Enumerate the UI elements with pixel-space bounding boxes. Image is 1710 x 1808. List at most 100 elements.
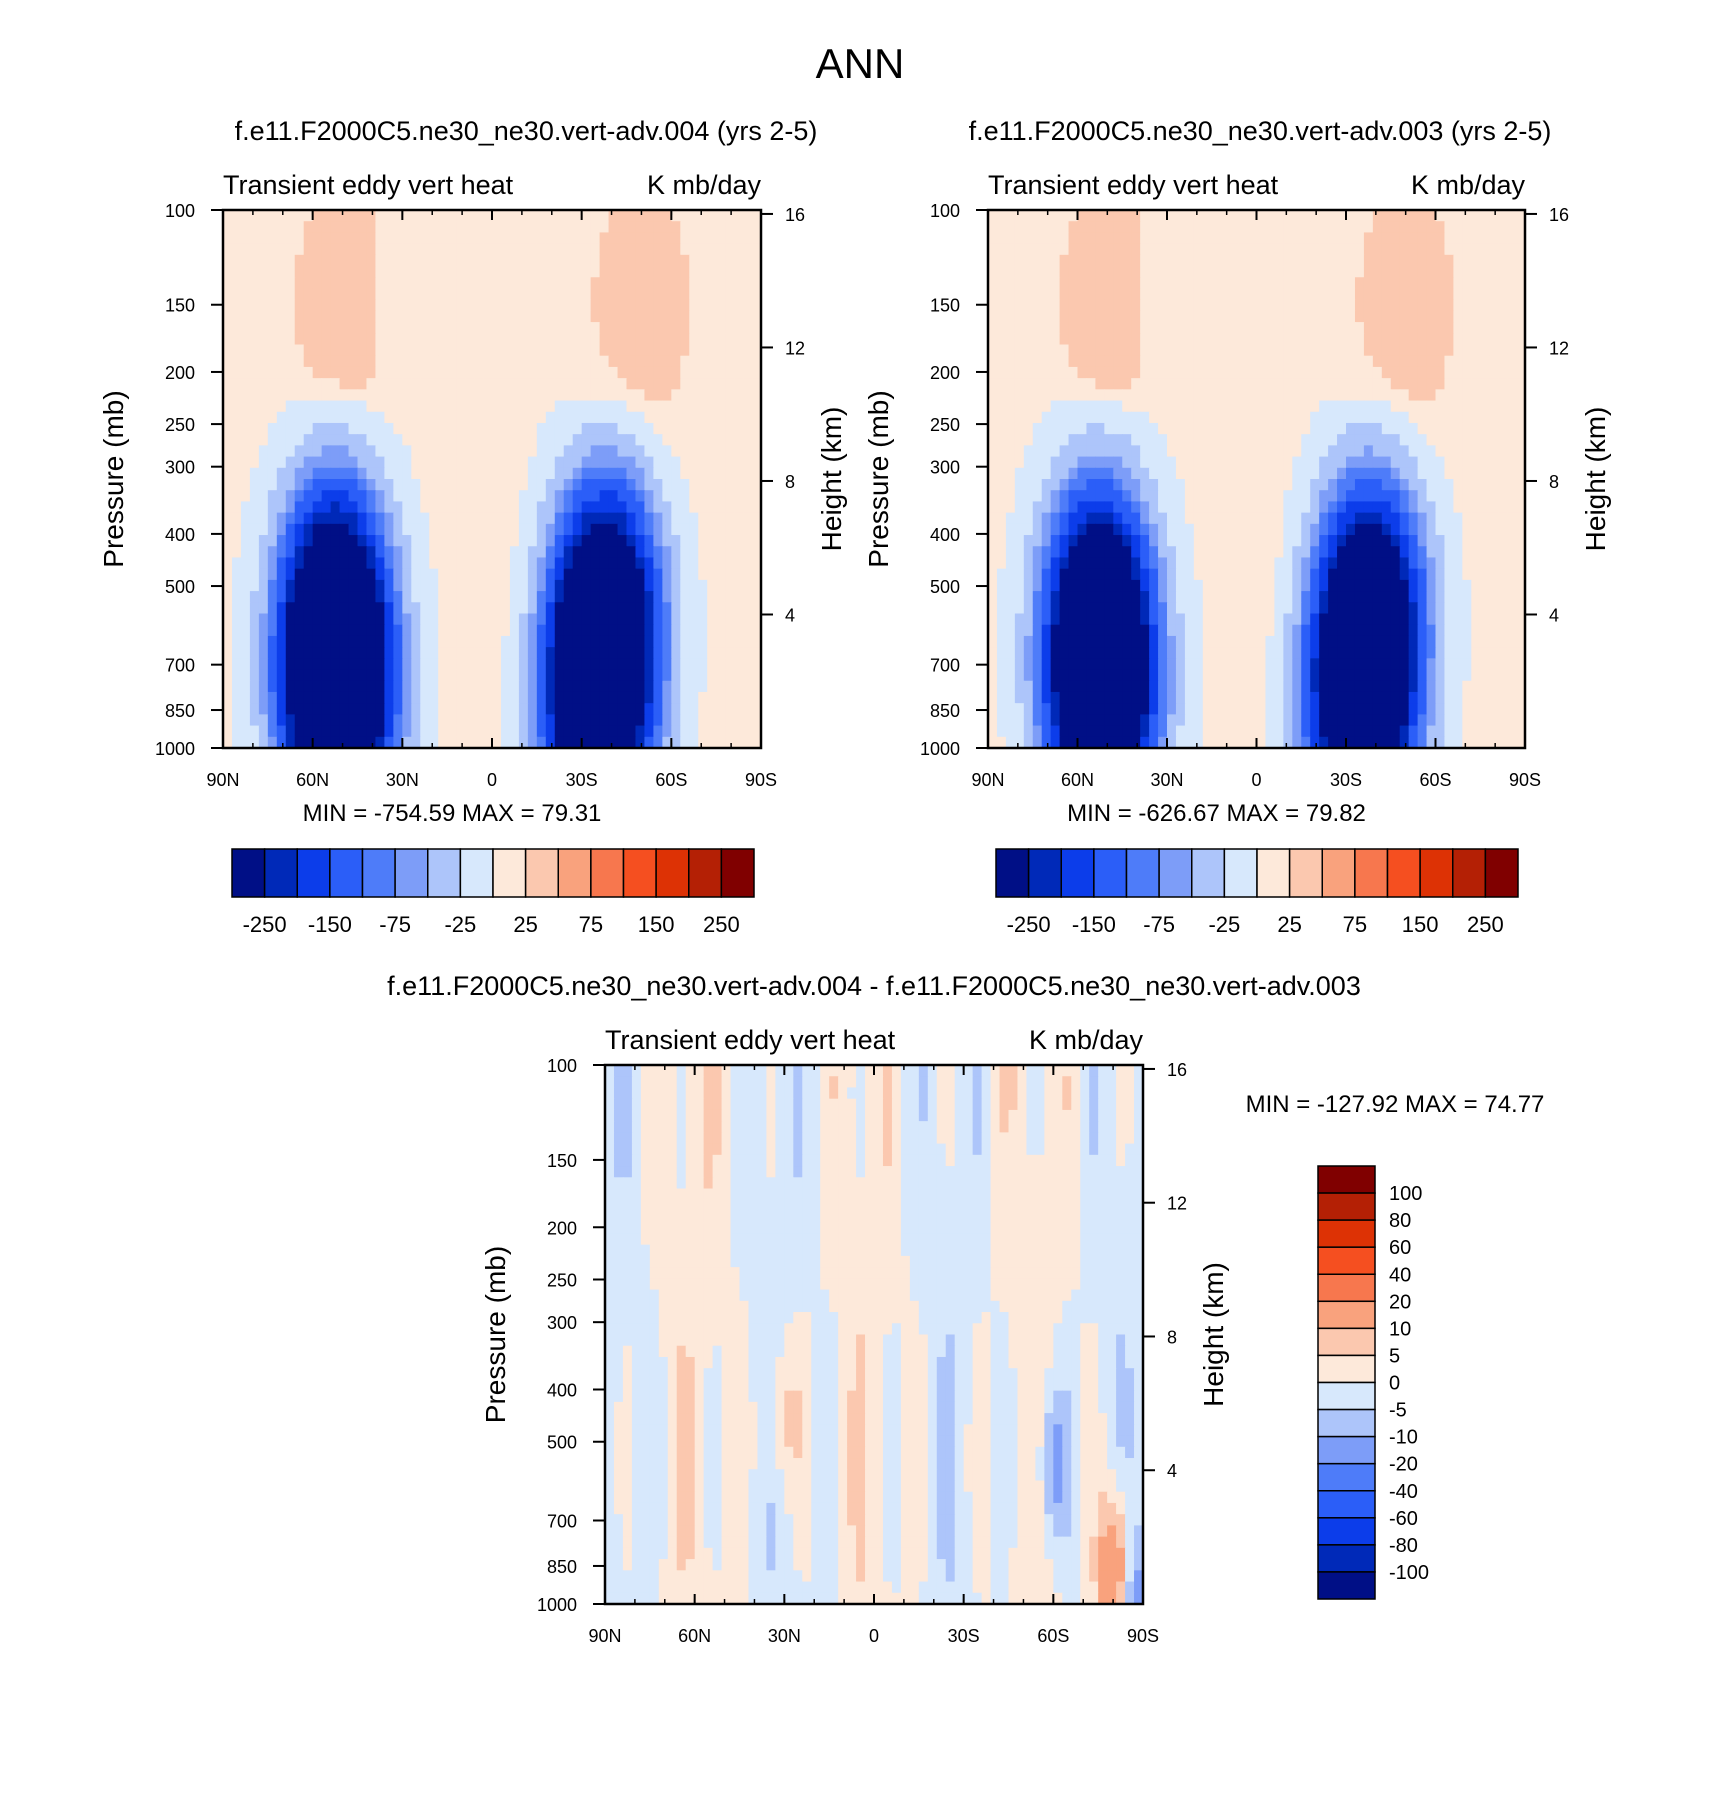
heatmap-cell xyxy=(662,344,672,357)
heatmap-cell xyxy=(1238,210,1249,222)
heatmap-cell xyxy=(223,445,233,458)
heatmap-cell xyxy=(492,602,502,615)
heatmap-cell xyxy=(1131,389,1141,402)
heatmap-cell xyxy=(276,725,287,738)
heatmap-cell xyxy=(375,613,385,626)
heatmap-cell xyxy=(644,613,654,626)
heatmap-cell xyxy=(438,568,448,581)
heatmap-cell xyxy=(734,579,744,592)
heatmap-cell xyxy=(438,299,448,312)
heatmap-cell xyxy=(321,355,332,368)
heatmap-cell xyxy=(518,322,529,334)
heatmap-cell xyxy=(1283,535,1293,547)
heatmap-cell xyxy=(312,691,323,704)
heatmap-cell xyxy=(1077,467,1088,480)
heatmap-cell xyxy=(626,680,637,693)
heatmap-cell xyxy=(626,624,637,637)
heatmap-cell xyxy=(294,422,305,435)
heatmap-cell xyxy=(1399,333,1410,346)
heatmap-cell xyxy=(1319,389,1329,402)
heatmap-cell xyxy=(509,389,520,402)
heatmap-cell xyxy=(617,703,628,715)
heatmap-cell xyxy=(725,568,735,581)
heatmap-cell xyxy=(348,669,359,682)
heatmap-cell xyxy=(734,714,744,727)
heatmap-cell xyxy=(527,445,538,458)
heatmap-cell xyxy=(384,422,394,435)
heatmap-cell xyxy=(1193,288,1204,301)
heatmap-cell xyxy=(420,680,430,693)
heatmap-cell xyxy=(554,467,565,480)
heatmap-cell xyxy=(536,366,547,379)
heatmap-cell xyxy=(1113,523,1123,536)
heatmap-cell xyxy=(1265,299,1275,312)
heatmap-cell xyxy=(303,490,314,503)
heatmap-cell xyxy=(1202,277,1213,290)
heatmap-cell xyxy=(1408,501,1419,514)
heatmap-cell xyxy=(1140,389,1150,402)
heatmap-cell xyxy=(1211,243,1222,256)
heatmap-cell xyxy=(590,591,601,603)
heatmap-cell xyxy=(285,411,296,424)
heatmap-cell xyxy=(1113,400,1123,413)
heatmap-cell xyxy=(1014,210,1025,222)
heatmap-cell xyxy=(1122,512,1132,525)
heatmap-cell xyxy=(1390,378,1401,390)
heatmap-cell xyxy=(1498,434,1508,446)
heatmap-cell xyxy=(635,221,646,234)
heatmap-cell xyxy=(1516,523,1526,536)
heatmap-cell xyxy=(662,680,672,693)
heatmap-cell xyxy=(483,210,493,222)
heatmap-cell xyxy=(590,579,601,592)
heatmap-cell xyxy=(581,591,592,603)
heatmap-cell xyxy=(1202,366,1213,379)
heatmap-cell xyxy=(330,411,341,424)
heatmap-cell xyxy=(644,456,654,469)
heatmap-cell xyxy=(285,669,296,682)
heatmap-cell xyxy=(1319,479,1329,491)
heatmap-cell xyxy=(599,703,610,715)
heatmap-cell xyxy=(996,310,1007,323)
heatmap-cell xyxy=(996,501,1007,514)
heatmap-cell xyxy=(1408,366,1419,379)
heatmap-cell xyxy=(456,434,466,446)
heatmap-cell xyxy=(474,568,484,581)
heatmap-cell xyxy=(1381,322,1392,334)
heatmap-cell xyxy=(420,243,430,256)
heatmap-cell xyxy=(1211,355,1222,368)
heatmap-cell xyxy=(662,445,672,458)
heatmap-cell xyxy=(581,266,592,278)
heatmap-cell xyxy=(1292,557,1302,570)
heatmap-cell xyxy=(671,411,681,424)
heatmap-cell xyxy=(393,703,403,715)
heatmap-cell xyxy=(1149,456,1159,469)
heatmap-cell xyxy=(420,490,430,503)
heatmap-cell xyxy=(689,613,699,626)
heatmap-cell xyxy=(689,579,699,592)
heatmap-cell xyxy=(474,310,484,323)
heatmap-cell xyxy=(509,288,520,301)
heatmap-cell xyxy=(303,703,314,715)
heatmap-cell xyxy=(438,422,448,435)
heatmap-cell xyxy=(698,333,708,346)
heatmap-cell xyxy=(267,725,278,738)
heatmap-cell xyxy=(698,624,708,637)
heatmap-cell xyxy=(492,389,502,402)
heatmap-cell xyxy=(1319,557,1329,570)
heatmap-cell xyxy=(1050,467,1061,480)
heatmap-cell xyxy=(698,680,708,693)
heatmap-cell xyxy=(590,647,601,659)
heatmap-cell xyxy=(518,456,529,469)
heatmap-cell xyxy=(1113,501,1123,514)
heatmap-cell xyxy=(1363,266,1374,278)
heatmap-cell xyxy=(474,288,484,301)
heatmap-cell xyxy=(1256,254,1267,267)
heatmap-cell xyxy=(1238,490,1249,503)
heatmap-cell xyxy=(1211,456,1222,469)
heatmap-cell xyxy=(1319,221,1329,234)
heatmap-cell xyxy=(734,635,744,648)
heatmap-cell xyxy=(330,613,341,626)
heatmap-cell xyxy=(1292,568,1302,581)
heatmap-cell xyxy=(321,624,332,637)
heatmap-cell xyxy=(635,310,646,323)
